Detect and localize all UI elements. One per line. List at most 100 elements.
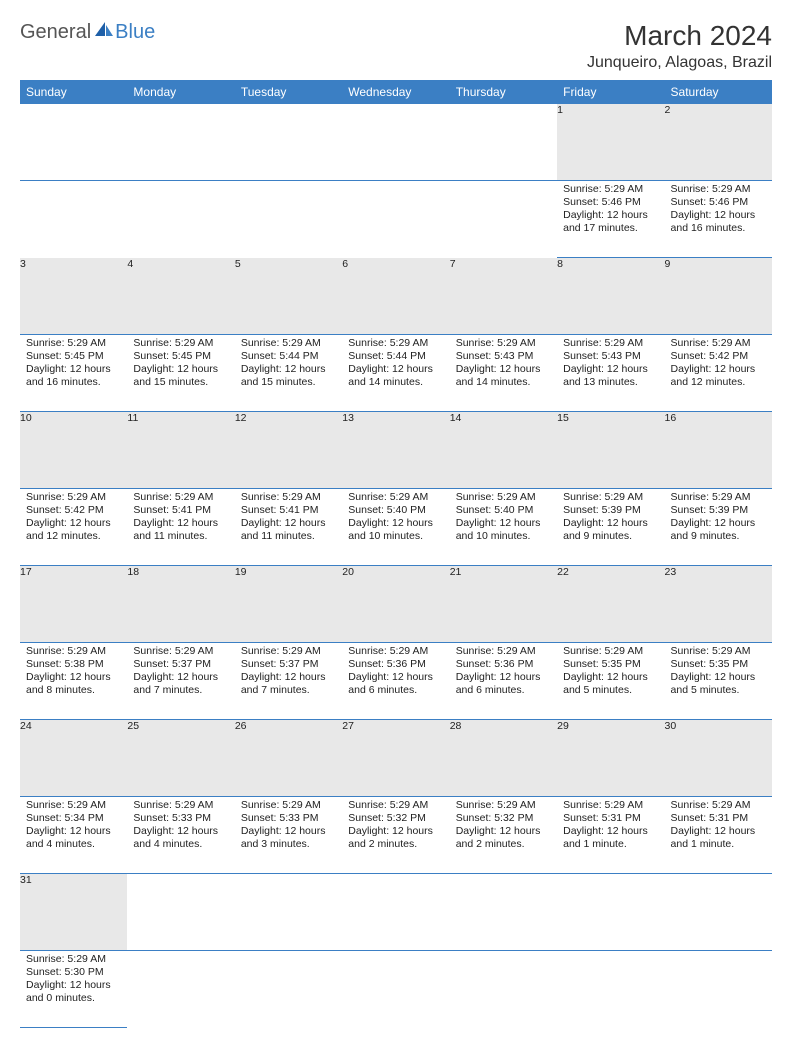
day-number-cell: 20	[342, 566, 449, 643]
day-cell: Sunrise: 5:29 AMSunset: 5:42 PMDaylight:…	[20, 489, 127, 566]
day-number: 11	[127, 412, 138, 424]
day-number-cell: 21	[450, 566, 557, 643]
daylight-text: Daylight: 12 hours and 11 minutes.	[133, 517, 228, 543]
sunrise-text: Sunrise: 5:29 AM	[348, 645, 443, 658]
day-cell: Sunrise: 5:29 AMSunset: 5:41 PMDaylight:…	[127, 489, 234, 566]
day-cell: Sunrise: 5:29 AMSunset: 5:46 PMDaylight:…	[557, 181, 664, 258]
day-number: 2	[665, 104, 671, 116]
weekday-header: Tuesday	[235, 80, 342, 104]
day-content: Sunrise: 5:29 AMSunset: 5:38 PMDaylight:…	[20, 643, 127, 702]
day-content: Sunrise: 5:29 AMSunset: 5:37 PMDaylight:…	[127, 643, 234, 702]
day-cell: Sunrise: 5:29 AMSunset: 5:33 PMDaylight:…	[235, 797, 342, 874]
weekday-header: Saturday	[665, 80, 772, 104]
sunset-text: Sunset: 5:44 PM	[241, 350, 336, 363]
sunset-text: Sunset: 5:40 PM	[456, 504, 551, 517]
sunrise-text: Sunrise: 5:29 AM	[348, 491, 443, 504]
sunset-text: Sunset: 5:42 PM	[26, 504, 121, 517]
daylight-text: Daylight: 12 hours and 15 minutes.	[241, 363, 336, 389]
sunset-text: Sunset: 5:44 PM	[348, 350, 443, 363]
calendar-table: Sunday Monday Tuesday Wednesday Thursday…	[20, 80, 772, 1028]
sunrise-text: Sunrise: 5:29 AM	[671, 337, 766, 350]
sunrise-text: Sunrise: 5:29 AM	[563, 183, 658, 196]
sunrise-text: Sunrise: 5:29 AM	[26, 491, 121, 504]
sunrise-text: Sunrise: 5:29 AM	[133, 645, 228, 658]
weekday-header: Sunday	[20, 80, 127, 104]
sunrise-text: Sunrise: 5:29 AM	[133, 799, 228, 812]
day-number: 24	[20, 720, 32, 732]
daylight-text: Daylight: 12 hours and 6 minutes.	[456, 671, 551, 697]
daylight-text: Daylight: 12 hours and 16 minutes.	[671, 209, 766, 235]
day-number-cell: 22	[557, 566, 664, 643]
day-cell	[665, 951, 772, 1028]
sunrise-text: Sunrise: 5:29 AM	[241, 799, 336, 812]
day-cell: Sunrise: 5:29 AMSunset: 5:34 PMDaylight:…	[20, 797, 127, 874]
day-number: 27	[342, 720, 354, 732]
day-content: Sunrise: 5:29 AMSunset: 5:34 PMDaylight:…	[20, 797, 127, 856]
day-number-cell: 23	[665, 566, 772, 643]
day-content: Sunrise: 5:29 AMSunset: 5:42 PMDaylight:…	[665, 335, 772, 394]
sunset-text: Sunset: 5:43 PM	[456, 350, 551, 363]
day-cell	[342, 951, 449, 1028]
day-number: 12	[235, 412, 247, 424]
sunrise-text: Sunrise: 5:29 AM	[241, 337, 336, 350]
day-content: Sunrise: 5:29 AMSunset: 5:36 PMDaylight:…	[450, 643, 557, 702]
day-cell: Sunrise: 5:29 AMSunset: 5:45 PMDaylight:…	[127, 335, 234, 412]
sunrise-text: Sunrise: 5:29 AM	[26, 337, 121, 350]
day-number-cell: 4	[127, 258, 234, 335]
day-cell: Sunrise: 5:29 AMSunset: 5:35 PMDaylight:…	[665, 643, 772, 720]
sunrise-text: Sunrise: 5:29 AM	[456, 491, 551, 504]
day-number: 20	[342, 566, 354, 578]
day-cell: Sunrise: 5:29 AMSunset: 5:41 PMDaylight:…	[235, 489, 342, 566]
day-number-cell: 14	[450, 412, 557, 489]
day-cell	[20, 181, 127, 258]
day-number: 19	[235, 566, 247, 578]
day-content: Sunrise: 5:29 AMSunset: 5:45 PMDaylight:…	[20, 335, 127, 394]
day-content: Sunrise: 5:29 AMSunset: 5:31 PMDaylight:…	[665, 797, 772, 856]
logo-text-blue: Blue	[115, 21, 155, 44]
week-row: Sunrise: 5:29 AMSunset: 5:42 PMDaylight:…	[20, 489, 772, 566]
day-content: Sunrise: 5:29 AMSunset: 5:32 PMDaylight:…	[450, 797, 557, 856]
day-content: Sunrise: 5:29 AMSunset: 5:44 PMDaylight:…	[235, 335, 342, 394]
daynum-row: 17181920212223	[20, 566, 772, 643]
calendar-body: 12 Sunrise: 5:29 AMSunset: 5:46 PMDayligh…	[20, 104, 772, 1028]
day-cell: Sunrise: 5:29 AMSunset: 5:35 PMDaylight:…	[557, 643, 664, 720]
day-cell: Sunrise: 5:29 AMSunset: 5:46 PMDaylight:…	[665, 181, 772, 258]
day-content: Sunrise: 5:29 AMSunset: 5:41 PMDaylight:…	[235, 489, 342, 548]
day-content: Sunrise: 5:29 AMSunset: 5:42 PMDaylight:…	[20, 489, 127, 548]
daylight-text: Daylight: 12 hours and 10 minutes.	[456, 517, 551, 543]
sunrise-text: Sunrise: 5:29 AM	[563, 491, 658, 504]
daylight-text: Daylight: 12 hours and 12 minutes.	[26, 517, 121, 543]
day-number: 3	[20, 258, 26, 270]
day-number: 10	[20, 412, 32, 424]
daylight-text: Daylight: 12 hours and 1 minute.	[671, 825, 766, 851]
day-number-cell	[127, 874, 234, 951]
day-content: Sunrise: 5:29 AMSunset: 5:33 PMDaylight:…	[235, 797, 342, 856]
header: General Blue March 2024 Junqueiro, Alago…	[20, 20, 772, 72]
day-content: Sunrise: 5:29 AMSunset: 5:40 PMDaylight:…	[342, 489, 449, 548]
day-cell: Sunrise: 5:29 AMSunset: 5:33 PMDaylight:…	[127, 797, 234, 874]
location: Junqueiro, Alagoas, Brazil	[587, 54, 772, 72]
week-row: Sunrise: 5:29 AMSunset: 5:30 PMDaylight:…	[20, 951, 772, 1028]
day-number-cell	[235, 874, 342, 951]
week-row: Sunrise: 5:29 AMSunset: 5:46 PMDaylight:…	[20, 181, 772, 258]
daylight-text: Daylight: 12 hours and 11 minutes.	[241, 517, 336, 543]
sunset-text: Sunset: 5:34 PM	[26, 812, 121, 825]
day-number-cell: 6	[342, 258, 449, 335]
day-cell	[127, 951, 234, 1028]
sunset-text: Sunset: 5:33 PM	[133, 812, 228, 825]
day-content: Sunrise: 5:29 AMSunset: 5:45 PMDaylight:…	[127, 335, 234, 394]
day-cell: Sunrise: 5:29 AMSunset: 5:40 PMDaylight:…	[450, 489, 557, 566]
weekday-header: Friday	[557, 80, 664, 104]
title-block: March 2024 Junqueiro, Alagoas, Brazil	[587, 20, 772, 72]
day-content: Sunrise: 5:29 AMSunset: 5:35 PMDaylight:…	[665, 643, 772, 702]
day-number-cell: 29	[557, 720, 664, 797]
day-number-cell: 30	[665, 720, 772, 797]
day-number-cell: 10	[20, 412, 127, 489]
day-content: Sunrise: 5:29 AMSunset: 5:46 PMDaylight:…	[665, 181, 772, 240]
day-number-cell: 16	[665, 412, 772, 489]
day-number-cell	[665, 874, 772, 951]
day-number-cell: 26	[235, 720, 342, 797]
day-content: Sunrise: 5:29 AMSunset: 5:32 PMDaylight:…	[342, 797, 449, 856]
day-number-cell: 2	[665, 104, 772, 181]
daylight-text: Daylight: 12 hours and 7 minutes.	[133, 671, 228, 697]
